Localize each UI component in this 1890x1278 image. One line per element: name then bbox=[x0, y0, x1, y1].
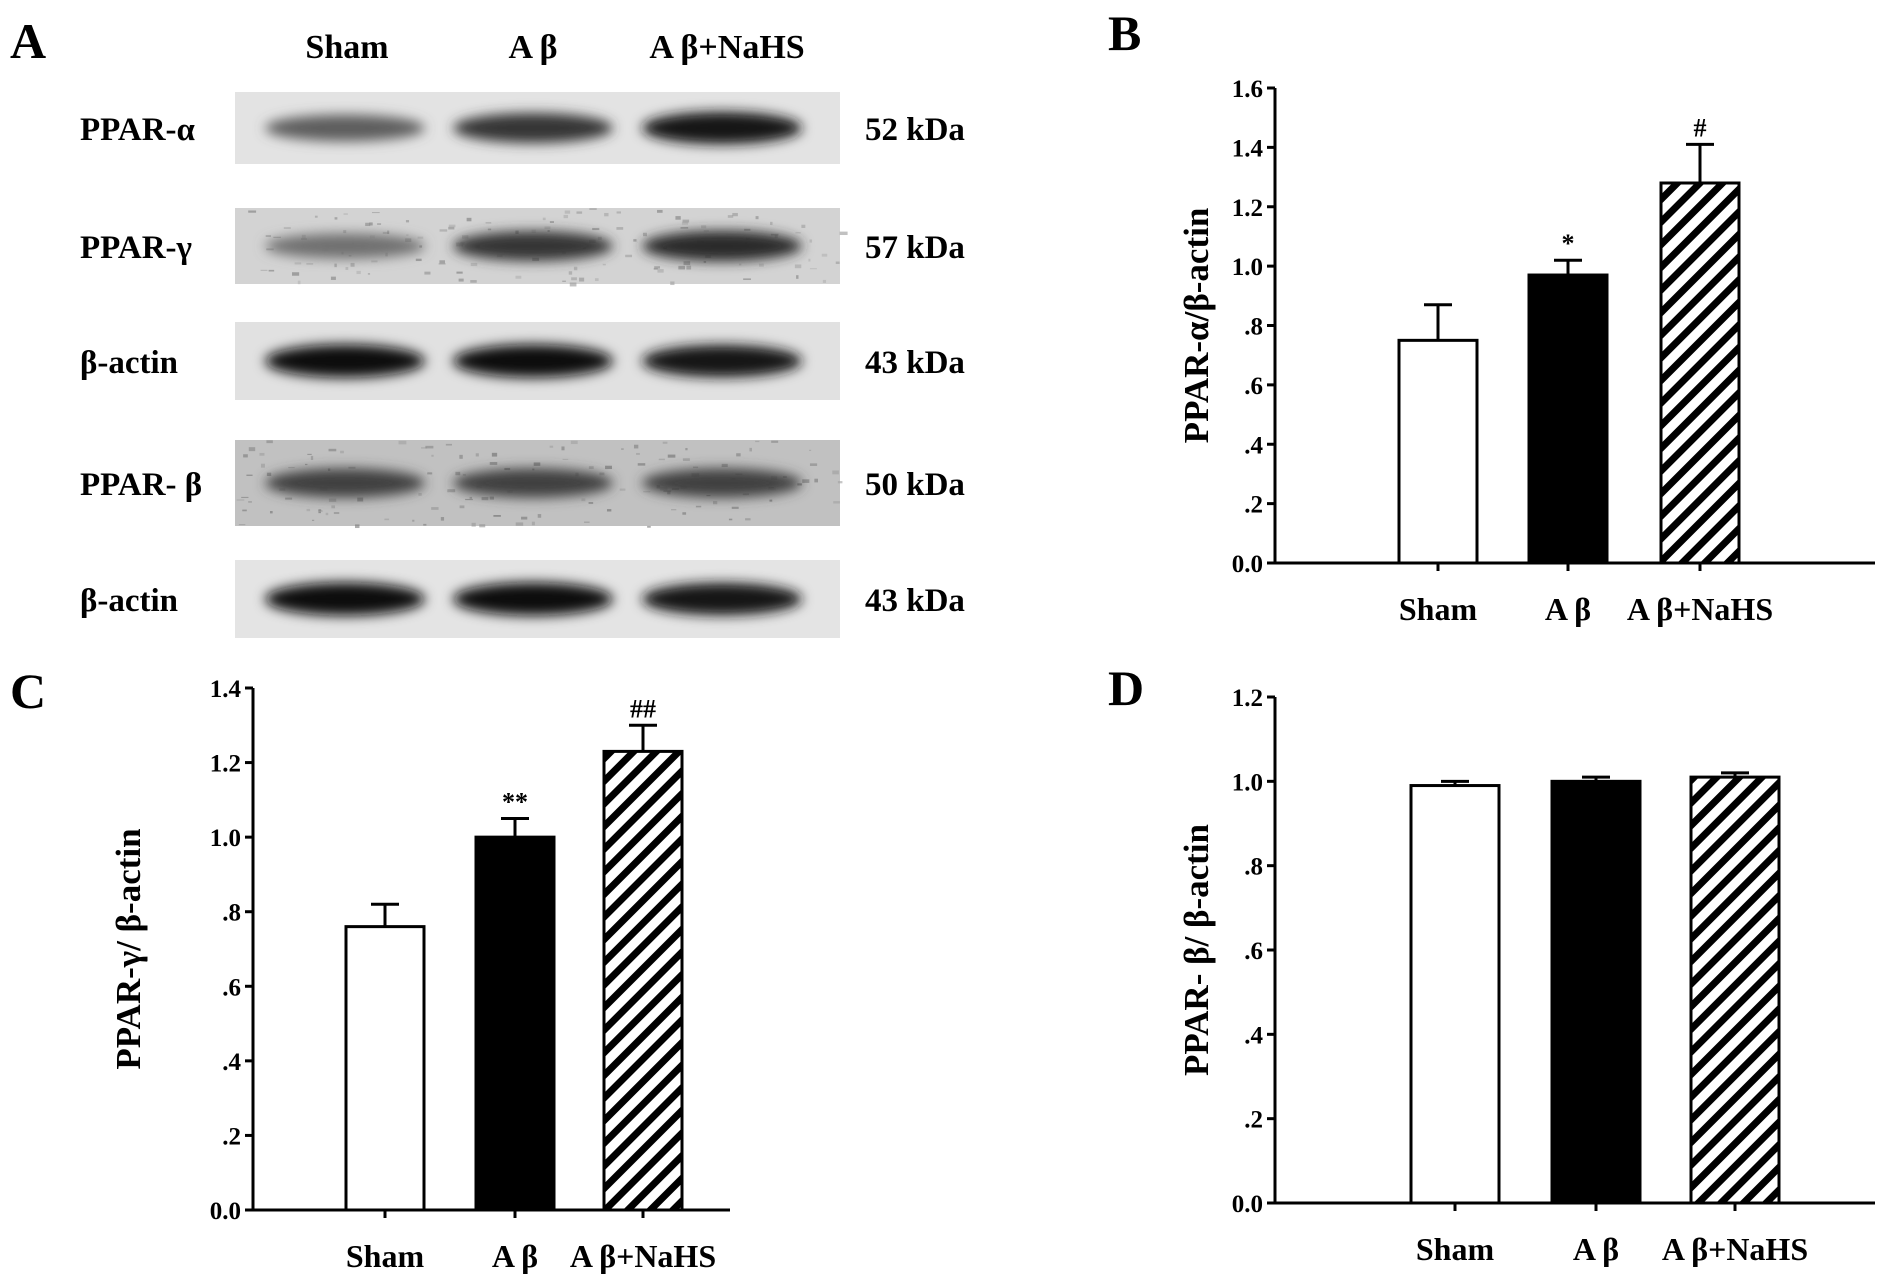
panel-b-y-tick-label: 1.2 bbox=[1232, 195, 1263, 222]
panel-b-significance-2: * bbox=[1562, 229, 1575, 258]
panel-c-bar-3 bbox=[602, 749, 684, 1212]
panel-b-y-tick-label: .8 bbox=[1244, 314, 1263, 341]
blot-row-ppar-gamma: PPAR-γ 57 kDa bbox=[80, 208, 965, 287]
panel-b-y-tick-label: 1.6 bbox=[1232, 76, 1263, 103]
blot-band-beta-actin-1-lane-1 bbox=[265, 344, 425, 378]
panel-b-bar-1 bbox=[1397, 338, 1479, 565]
blot-band-beta-actin-2-lane-2 bbox=[453, 582, 613, 616]
panel-c-y-tick-label: .6 bbox=[222, 974, 241, 1001]
lane-header-sham: Sham bbox=[305, 29, 388, 66]
lane-header-abeta: A β bbox=[508, 29, 557, 66]
blot-band-beta-actin-2-lane-3 bbox=[642, 582, 802, 616]
panel-d-bar-2 bbox=[1550, 779, 1642, 1205]
panel-c-bar-1 bbox=[344, 925, 426, 1212]
panel-a-letter: A bbox=[10, 13, 46, 69]
panel-b-category-label-1: Sham bbox=[1399, 591, 1478, 627]
panel-d-category-label-2: A β bbox=[1573, 1231, 1619, 1267]
panel-c-bar-2 bbox=[474, 835, 556, 1212]
panel-d-y-tick-label: 0.0 bbox=[1232, 1191, 1263, 1218]
blot-band-beta-actin-1-lane-2 bbox=[453, 344, 613, 378]
panel-b-significance-3: # bbox=[1694, 113, 1707, 142]
panel-c-y-tick-label: .4 bbox=[222, 1049, 241, 1076]
panel-b-y-tick-label: .4 bbox=[1244, 432, 1263, 459]
panel-b-category-label-3: A β+NaHS bbox=[1627, 591, 1773, 627]
panel-d-y-tick-label: .2 bbox=[1244, 1107, 1263, 1134]
blot-band-ppar-beta-lane-1 bbox=[265, 468, 425, 498]
panel-d-y-tick-label: .8 bbox=[1244, 854, 1263, 881]
blot-band-ppar-beta-lane-3 bbox=[642, 468, 802, 498]
panel-d-y-tick-label: 1.2 bbox=[1232, 685, 1263, 712]
panel-b-bar-chart: B 0.0 .2 .4 .6 .8 1.0 1.2 1.4 1.6 PPAR-α/β-actin S… bbox=[1108, 5, 1875, 627]
blot-label-beta-actin-2: β-actin bbox=[80, 583, 178, 619]
panel-c-category-label-1: Sham bbox=[346, 1238, 425, 1274]
blot-row-ppar-alpha: PPAR-α 52 kDa bbox=[80, 92, 965, 164]
panel-b-y-tick-label: 0.0 bbox=[1232, 551, 1263, 578]
panel-d-bar-3 bbox=[1689, 775, 1781, 1205]
blot-label-ppar-beta: PPAR- β bbox=[80, 467, 202, 503]
panel-d-y-axis-label: PPAR- β/ β-actin bbox=[1177, 824, 1216, 1076]
panel-c-bar-chart: C 0.0 .2 .4 .6 .8 1.0 1.2 1.4 PPAR-γ/ β-actin Sha… bbox=[10, 663, 730, 1274]
panel-c-category-label-3: A β+NaHS bbox=[570, 1238, 716, 1274]
panel-d-category-label-1: Sham bbox=[1416, 1231, 1495, 1267]
panel-b-y-tick-label: .2 bbox=[1244, 492, 1263, 519]
panel-c-y-tick-label: .2 bbox=[222, 1123, 241, 1150]
panel-c-y-axis-label: PPAR-γ/ β-actin bbox=[109, 828, 148, 1069]
panel-b-y-tick-label: 1.4 bbox=[1232, 135, 1264, 162]
blot-band-beta-actin-1-lane-3 bbox=[642, 344, 802, 378]
blot-band-ppar-gamma-lane-1 bbox=[265, 233, 425, 259]
blot-label-ppar-gamma: PPAR-γ bbox=[80, 230, 192, 266]
panel-d-letter: D bbox=[1108, 660, 1144, 716]
panel-b-y-axis-label: PPAR-α/β-actin bbox=[1177, 208, 1216, 444]
panel-b-bar-2 bbox=[1527, 273, 1609, 565]
blot-label-beta-actin-1: β-actin bbox=[80, 345, 178, 381]
blot-label-ppar-alpha: PPAR-α bbox=[80, 112, 196, 148]
blot-row-beta-actin-1: β-actin 43 kDa bbox=[80, 322, 965, 400]
panel-c-y-tick-label: 0.0 bbox=[210, 1198, 241, 1225]
panel-d-y-tick-label: 1.0 bbox=[1232, 769, 1263, 796]
blot-kda-beta-actin-2: 43 kDa bbox=[865, 583, 965, 619]
panel-a-western-blot: A Sham A β A β+NaHS PPAR-α 52 kDa PPAR-γ 57… bbox=[10, 13, 965, 638]
panel-c-significance-3: ## bbox=[630, 694, 656, 723]
panel-d-bar-1 bbox=[1409, 784, 1501, 1205]
blot-row-ppar-beta: PPAR- β 50 kDa bbox=[80, 440, 965, 529]
panel-d-bar-chart: D 0.0 .2 .4 .6 .8 1.0 1.2 PPAR- β/ β-actin Sham A… bbox=[1108, 660, 1875, 1267]
blot-kda-beta-actin-1: 43 kDa bbox=[865, 345, 965, 381]
panel-b-bar-3 bbox=[1659, 181, 1741, 565]
panel-c-y-tick-label: 1.4 bbox=[210, 676, 242, 703]
blot-band-beta-actin-2-lane-1 bbox=[265, 582, 425, 616]
panel-c-category-label-2: A β bbox=[492, 1238, 538, 1274]
blot-band-ppar-gamma-lane-3 bbox=[642, 230, 802, 262]
blot-band-ppar-gamma-lane-2 bbox=[453, 231, 613, 261]
panel-c-y-tick-label: .8 bbox=[222, 900, 241, 927]
blot-kda-ppar-gamma: 57 kDa bbox=[865, 230, 965, 266]
panel-b-y-tick-label: 1.0 bbox=[1232, 254, 1263, 281]
panel-c-significance-2: ** bbox=[502, 788, 528, 817]
blot-band-ppar-alpha-lane-1 bbox=[265, 114, 425, 142]
panel-c-y-tick-label: 1.0 bbox=[210, 825, 241, 852]
blot-kda-ppar-beta: 50 kDa bbox=[865, 467, 965, 503]
blot-band-ppar-beta-lane-2 bbox=[453, 468, 613, 498]
panel-b-letter: B bbox=[1108, 5, 1141, 61]
panel-b-category-label-2: A β bbox=[1545, 591, 1591, 627]
panel-c-y-tick-label: 1.2 bbox=[210, 751, 241, 778]
panel-d-y-tick-label: .6 bbox=[1244, 938, 1263, 965]
lane-header-abeta-nahs: A β+NaHS bbox=[649, 29, 804, 66]
blot-band-ppar-alpha-lane-3 bbox=[642, 111, 802, 145]
blot-kda-ppar-alpha: 52 kDa bbox=[865, 112, 965, 148]
panel-d-y-tick-label: .4 bbox=[1244, 1022, 1263, 1049]
panel-b-y-tick-label: .6 bbox=[1244, 373, 1263, 400]
panel-d-category-label-3: A β+NaHS bbox=[1662, 1231, 1808, 1267]
blot-row-beta-actin-2: β-actin 43 kDa bbox=[80, 560, 965, 638]
blot-band-ppar-alpha-lane-2 bbox=[453, 113, 613, 143]
panel-c-letter: C bbox=[10, 663, 46, 719]
